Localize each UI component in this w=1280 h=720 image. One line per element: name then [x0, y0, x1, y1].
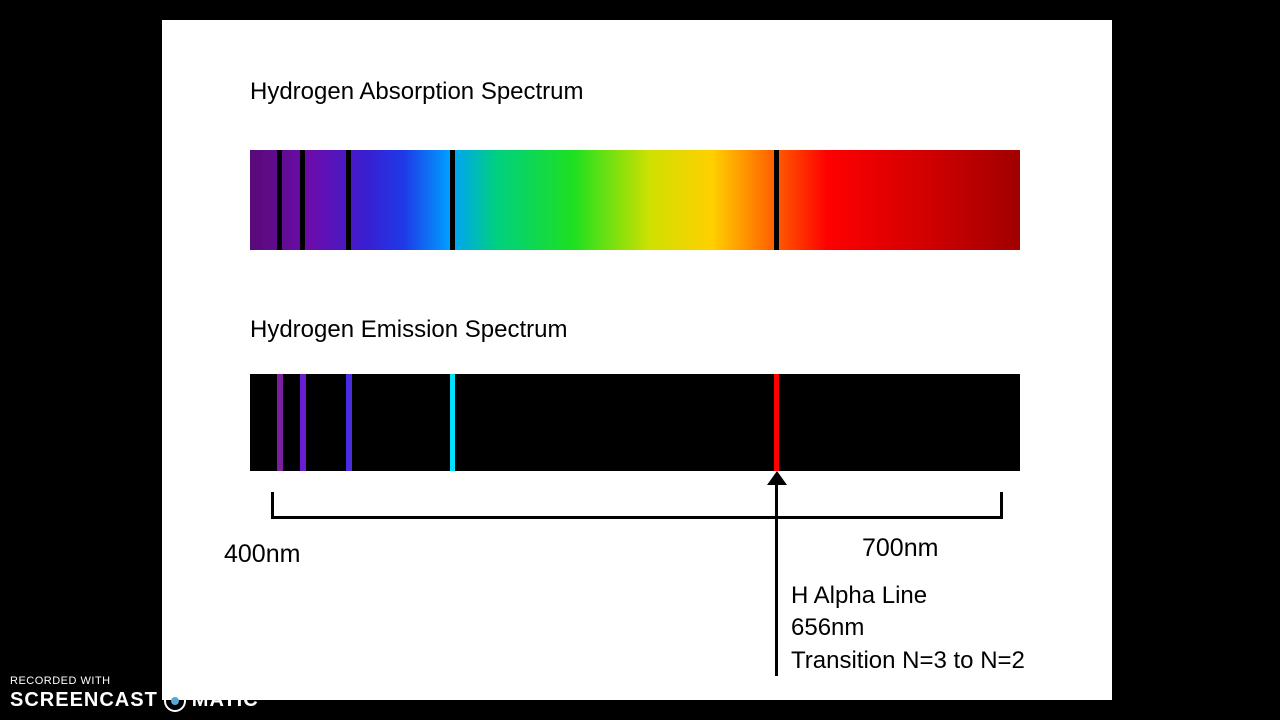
absorption-title: Hydrogen Absorption Spectrum [250, 78, 584, 106]
watermark-recorded-with: RECORDED WITH [0, 675, 269, 689]
axis-tick-right [1000, 492, 1003, 516]
watermark-brand-left: SCREENCAST [10, 689, 158, 712]
h-alpha-arrow-head [767, 471, 787, 485]
wavelength-axis [271, 516, 1003, 519]
watermark-brand-right: MATIC [192, 689, 259, 712]
screencast-logo-icon [164, 690, 186, 712]
h-alpha-line1: H Alpha Line [791, 580, 1025, 612]
absorption-line-0 [277, 150, 282, 250]
absorption-gradient [250, 150, 1020, 250]
axis-label-700nm: 700nm [862, 534, 938, 563]
h-alpha-line3: Transition N=3 to N=2 [791, 645, 1025, 677]
emission-line-0 [277, 374, 283, 471]
h-alpha-annotation: H Alpha Line 656nm Transition N=3 to N=2 [791, 580, 1025, 677]
axis-label-400nm: 400nm [224, 540, 300, 569]
absorption-spectrum [250, 150, 1020, 250]
absorption-line-2 [346, 150, 351, 250]
emission-line-2 [346, 374, 352, 471]
screencast-watermark: RECORDED WITH SCREENCAST MATIC [0, 675, 269, 720]
watermark-brand: SCREENCAST MATIC [0, 689, 269, 720]
absorption-line-4 [774, 150, 779, 250]
absorption-line-1 [300, 150, 305, 250]
axis-tick-left [271, 492, 274, 516]
absorption-line-3 [450, 150, 455, 250]
emission-title: Hydrogen Emission Spectrum [250, 316, 567, 344]
emission-line-1 [300, 374, 306, 471]
h-alpha-line2: 656nm [791, 612, 1025, 644]
h-alpha-arrow-shaft [775, 481, 778, 676]
emission-spectrum [250, 374, 1020, 471]
emission-line-3 [450, 374, 455, 471]
emission-line-4 [774, 374, 779, 471]
